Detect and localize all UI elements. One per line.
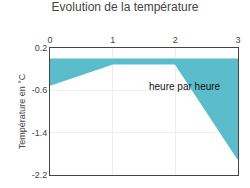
svg-text:Evolution de la température: Evolution de la température [52, 0, 199, 14]
svg-text:Température en °C: Température en °C [17, 73, 27, 149]
svg-text:heure par heure: heure par heure [149, 81, 221, 92]
svg-text:-1.4: -1.4 [32, 128, 48, 138]
svg-text:0.2: 0.2 [35, 43, 48, 53]
svg-text:-0.6: -0.6 [32, 85, 48, 95]
svg-text:3: 3 [235, 35, 240, 45]
svg-text:0: 0 [47, 35, 52, 45]
svg-text:2: 2 [173, 35, 178, 45]
svg-text:1: 1 [110, 35, 115, 45]
svg-text:-2.2: -2.2 [32, 170, 48, 180]
